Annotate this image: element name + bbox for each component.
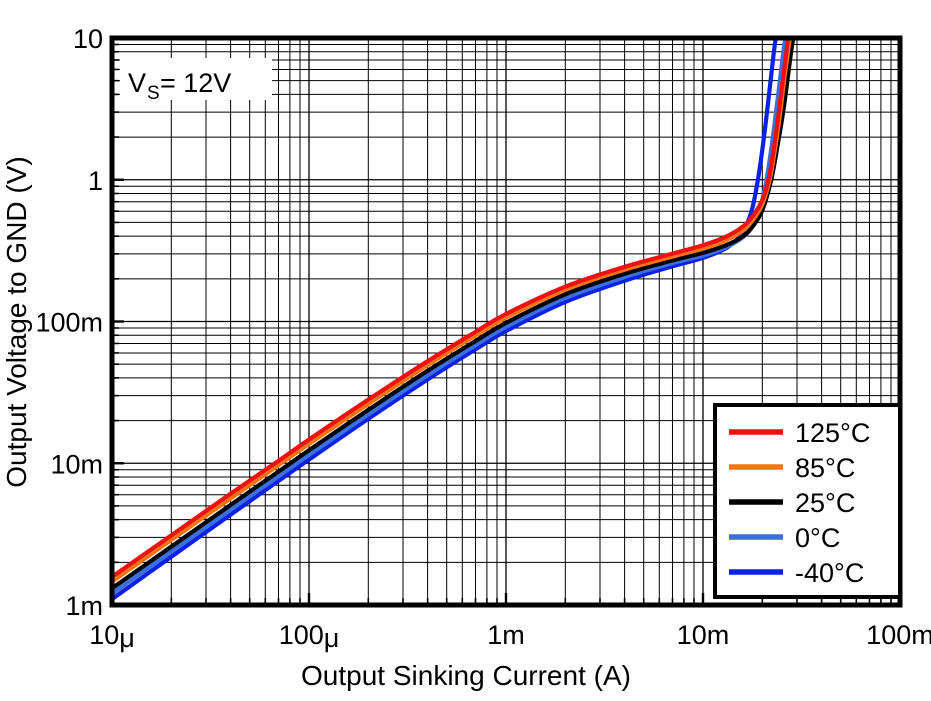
legend-label: 0°C — [795, 523, 840, 553]
supply-voltage-annotation: V S = 12V — [120, 58, 272, 104]
x-axis-tick-labels: 10μ 100μ 1m 10m 100m — [89, 620, 931, 653]
curve--40c — [112, 38, 779, 602]
x-tick-label: 1m — [487, 620, 525, 650]
y-tick-label: 10m — [50, 449, 103, 479]
annotation-main: V — [128, 68, 146, 98]
legend: 125°C 85°C 25°C 0°C -40°C — [713, 403, 902, 599]
x-axis-ticks — [110, 593, 902, 605]
y-axis-title: Output Voltage to GND (V) — [1, 156, 32, 488]
y-tick-label: 10 — [73, 24, 103, 54]
legend-label: 85°C — [795, 453, 855, 483]
y-axis-ticks — [112, 36, 124, 607]
x-axis-title: Output Sinking Current (A) — [301, 660, 631, 691]
annotation-subscript: S — [147, 83, 160, 104]
y-tick-label: 1m — [65, 591, 103, 621]
y-tick-label: 1 — [88, 166, 103, 196]
curve-0c — [112, 38, 788, 596]
curve-125c — [112, 38, 791, 579]
legend-label: -40°C — [795, 558, 864, 588]
curve-85c — [112, 38, 792, 584]
annotation-tail: = 12V — [160, 68, 231, 98]
legend-label: 25°C — [795, 488, 855, 518]
legend-label: 125°C — [795, 418, 870, 448]
x-tick-label: 10μ — [89, 620, 135, 653]
curve-25c — [112, 38, 796, 591]
x-tick-label: 100m — [866, 620, 931, 650]
y-tick-label: 100m — [35, 308, 103, 338]
y-axis-tick-labels: 1m 10m 100m 1 10 — [35, 24, 103, 621]
data-curves-group — [112, 38, 796, 602]
x-tick-label: 10m — [677, 620, 730, 650]
x-tick-label: 100μ — [279, 620, 340, 653]
